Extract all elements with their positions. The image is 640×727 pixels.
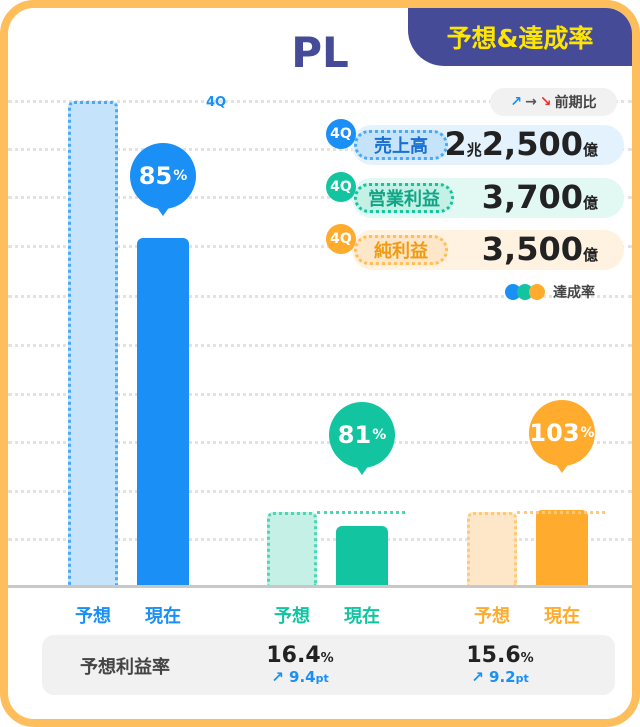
- kpi-label: 営業利益: [354, 183, 454, 213]
- forecast-level-line: [317, 511, 405, 514]
- gridline: [8, 295, 632, 298]
- current-bar: [536, 509, 588, 587]
- bubble-tail: [555, 462, 569, 473]
- achievement-legend-label: 達成率: [553, 285, 595, 301]
- bar-label-current: 現在: [544, 606, 580, 627]
- current-bar: [336, 526, 388, 587]
- kpi-label: 売上高: [354, 130, 448, 160]
- forecast-bar: [467, 512, 517, 587]
- kpi-value: 2兆2,500億: [444, 125, 598, 163]
- forecast-bar: [68, 101, 118, 587]
- gridline: [8, 148, 632, 151]
- quarter-badge: 4Q: [326, 224, 356, 254]
- kpi-net-profit: 4Q 純利益 3,500億: [326, 224, 624, 270]
- current-bar: [137, 238, 189, 587]
- page-title: PL: [291, 28, 349, 77]
- bubble-tail: [355, 465, 369, 475]
- gridline: [8, 100, 632, 103]
- forecast-level-line: [517, 511, 605, 514]
- gridline: [8, 196, 632, 199]
- kpi-label: 純利益: [354, 235, 448, 265]
- bar-label-forecast: 予想: [274, 606, 310, 627]
- bar-label-current: 現在: [344, 606, 380, 627]
- profit-rate-panel: 予想利益率 16.4% ↗ 9.4pt 15.6% ↗ 9.2pt: [42, 635, 615, 695]
- achievement-bubble: 85%: [130, 143, 196, 210]
- achievement-bubble: 103%: [529, 399, 595, 466]
- gridline: [8, 393, 632, 396]
- kpi-operating-profit: 4Q 営業利益 3,700億: [326, 172, 624, 218]
- baseline: [8, 585, 632, 588]
- profit-rate-label: 予想利益率: [80, 657, 170, 678]
- achievement-legend: 達成率: [505, 282, 595, 302]
- kpi-value: 3,700億: [481, 178, 598, 216]
- gridline: [8, 245, 632, 248]
- kpi-value: 3,500億: [481, 230, 598, 268]
- kpi-sales: 4Q 売上高 2兆2,500億: [326, 119, 624, 165]
- quarter-badge: 4Q: [326, 172, 356, 202]
- gridline: [8, 441, 632, 444]
- bar-label-current: 現在: [145, 606, 181, 627]
- orange-dot-icon: [529, 284, 545, 300]
- trend-legend: ↗ → ↘ 前期比: [490, 88, 617, 116]
- bar-label-forecast: 予想: [75, 606, 111, 627]
- quarter-label: 4Q: [206, 95, 227, 110]
- bar-label-forecast: 予想: [474, 606, 510, 627]
- achievement-bubble: 81%: [329, 402, 395, 468]
- forecast-bar: [267, 512, 317, 587]
- right-arrow-icon: →: [525, 94, 537, 110]
- gridline: [8, 344, 632, 347]
- down-arrow-icon: ↘: [539, 94, 552, 110]
- gridline: [8, 538, 632, 541]
- profit-rate-green: 16.4% ↗ 9.4pt: [266, 643, 334, 686]
- up-arrow-icon: ↗: [510, 94, 523, 110]
- gridline: [8, 490, 632, 493]
- bubble-tail: [156, 206, 170, 217]
- header-tab: 予想&達成率: [408, 8, 632, 66]
- trend-legend-label: 前期比: [554, 95, 597, 111]
- profit-rate-orange: 15.6% ↗ 9.2pt: [466, 643, 534, 686]
- quarter-badge: 4Q: [326, 119, 356, 149]
